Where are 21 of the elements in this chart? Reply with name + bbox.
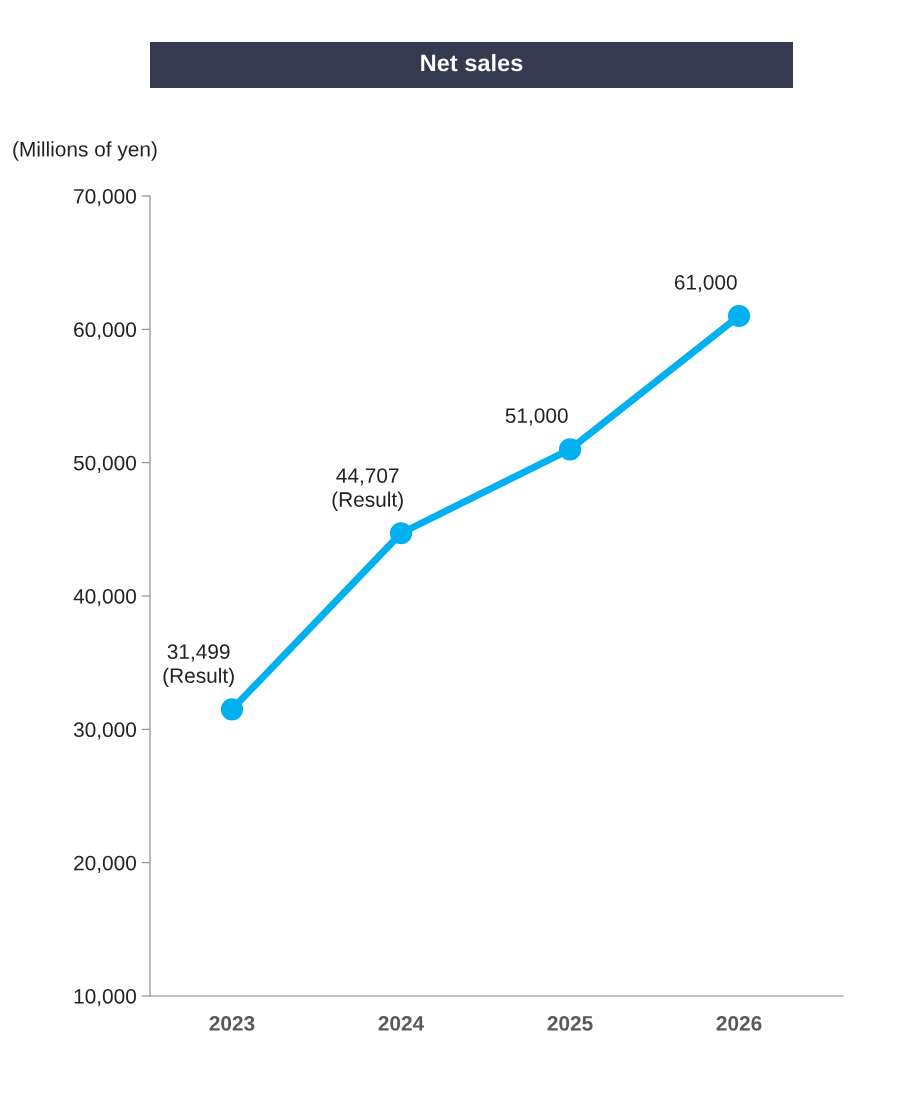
point <box>220 698 244 721</box>
x-tick-label: 2023 <box>209 1015 255 1031</box>
data-label: 61,000 <box>674 274 737 293</box>
data-label: 51,000 <box>505 408 568 426</box>
x-tick-label: 2025 <box>547 1015 593 1031</box>
y-tick-label: 10,000 <box>74 989 136 1007</box>
y-axis-title: (Millions of yen) <box>13 141 157 161</box>
point <box>389 522 413 545</box>
y-tick-label: 20,000 <box>74 855 136 873</box>
y-tick-label: 50,000 <box>73 455 136 473</box>
chart-title: Net sales <box>421 54 523 72</box>
point <box>558 438 582 461</box>
point <box>727 304 751 328</box>
x-tick-label: 2026 <box>716 1015 762 1031</box>
y-tick-label: 40,000 <box>73 589 136 607</box>
data-label: 44,707 (Result) <box>332 468 403 512</box>
y-tick-label: 60,000 <box>74 322 136 340</box>
data-label: 31,499 (Result) <box>163 644 234 688</box>
y-tick-label: 30,000 <box>73 722 136 740</box>
y-tick-label: 70,000 <box>74 189 136 207</box>
x-tick-label: 2024 <box>378 1015 425 1031</box>
